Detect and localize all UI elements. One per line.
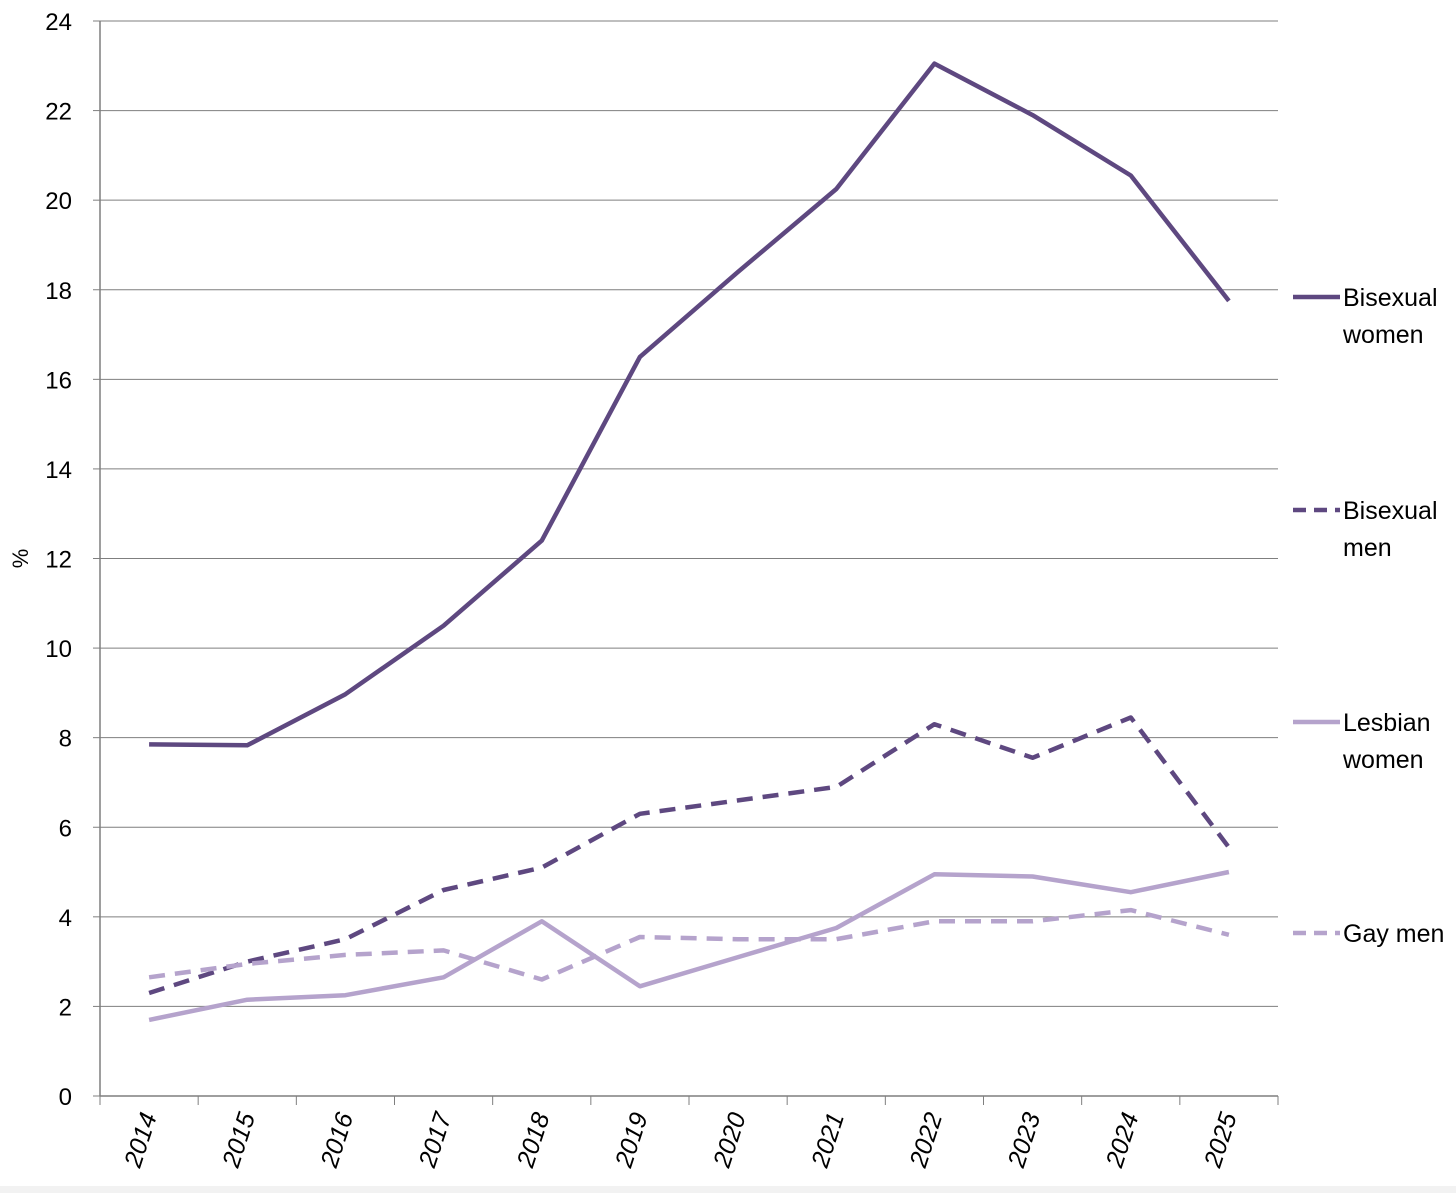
x-tick-label: 2019: [609, 1109, 653, 1172]
y-tick-label: 18: [45, 278, 72, 305]
y-tick-label: 20: [45, 188, 72, 215]
y-tick-label: 24: [45, 9, 72, 36]
y-tick-label: 2: [59, 994, 72, 1021]
y-tick-label: 0: [59, 1084, 72, 1111]
y-tick-label: 14: [45, 457, 72, 484]
x-tick-label: 2024: [1100, 1109, 1144, 1172]
y-tick-label: 22: [45, 99, 72, 126]
y-tick-label: 8: [59, 726, 72, 753]
x-tick-label: 2015: [217, 1109, 261, 1172]
x-tick-label: 2022: [904, 1109, 948, 1172]
series-line-2: [148, 715, 1231, 996]
y-tick-label: 10: [45, 636, 72, 663]
x-tick-label: 2017: [413, 1108, 457, 1172]
x-tick-label: 2023: [1002, 1109, 1046, 1172]
y-axis-title: %: [8, 549, 33, 569]
y-tick-label: 4: [59, 905, 72, 932]
x-tick-label: 2025: [1198, 1109, 1242, 1172]
x-tick-label: 2014: [119, 1109, 163, 1172]
legend-label-4: Gay men: [1343, 920, 1444, 948]
x-tick-label: 2020: [708, 1109, 752, 1172]
series-line-3: [148, 869, 1230, 1023]
y-tick-label: 12: [45, 547, 72, 574]
bottom-strip: [0, 1186, 1456, 1193]
x-tick-label: 2016: [315, 1109, 359, 1172]
legend-label-2: Bisexual men: [1343, 497, 1438, 562]
x-tick-label: 2021: [806, 1109, 850, 1172]
x-tick-label: 2018: [511, 1109, 555, 1172]
legend-label-3: Lesbian women: [1342, 709, 1431, 774]
legend-label-1: Bisexual women: [1342, 284, 1438, 349]
series-line-1: [149, 61, 1231, 748]
y-tick-label: 6: [59, 815, 72, 842]
y-tick-label: 16: [45, 367, 72, 394]
series-line-4: [148, 907, 1230, 982]
